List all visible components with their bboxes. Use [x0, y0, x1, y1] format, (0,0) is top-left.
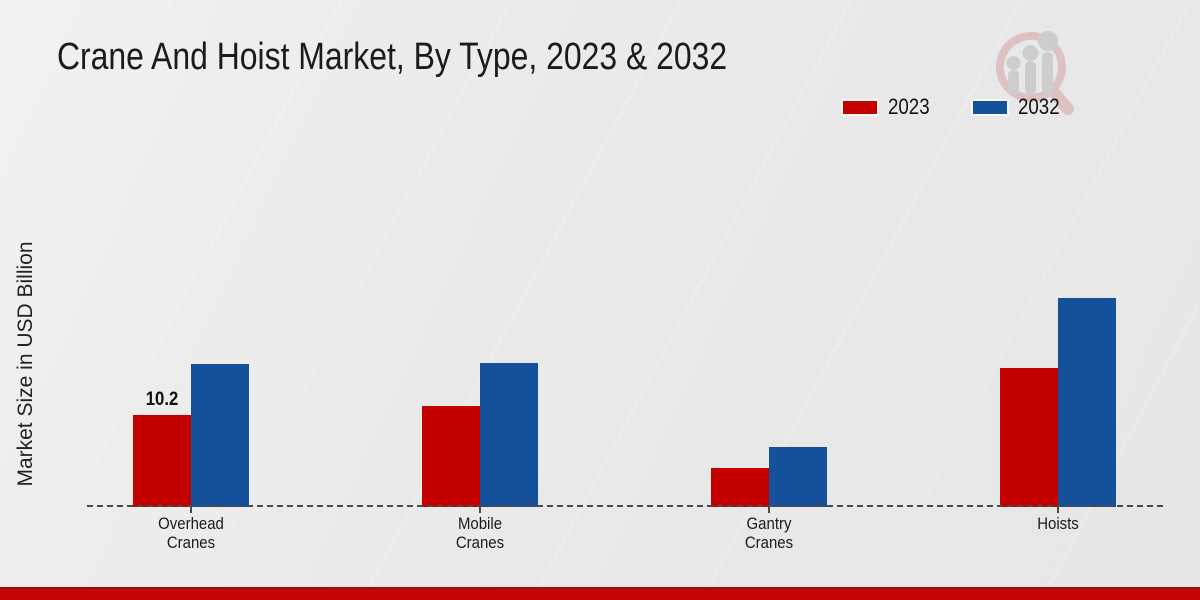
magnifier-ring: [996, 32, 1066, 102]
legend-swatch-2032: [972, 100, 1007, 114]
x-axis-baseline: [87, 505, 1163, 507]
legend: 2023 2032: [843, 94, 1067, 120]
logo-bar-small: [1008, 70, 1019, 95]
x-axis-tick: [190, 507, 192, 513]
bar-2032-mobile-cranes: [480, 363, 538, 507]
chart-title: Crane And Hoist Market, By Type, 2023 & …: [57, 36, 728, 78]
bar-value-label: 10.2: [145, 389, 179, 410]
x-axis-tick: [768, 507, 770, 513]
bar-2032-overhead-cranes: [191, 364, 249, 507]
logo-bar-large: [1042, 52, 1053, 95]
legend-item-2032: 2032: [972, 94, 1067, 120]
legend-swatch-2023: [843, 100, 877, 114]
x-axis-tick: [479, 507, 481, 513]
legend-label-2032: 2032: [1017, 94, 1060, 119]
logo-bar-medium: [1025, 61, 1036, 95]
bar-2032-gantry-cranes: [769, 447, 827, 507]
magnifier-handle: [1047, 85, 1074, 115]
x-axis-label-overhead-cranes: Overhead Cranes: [158, 514, 224, 552]
magnifier-bar-chart-logo-icon: [996, 31, 1074, 115]
x-axis-label-hoists: Hoists: [1037, 514, 1079, 533]
logo-dot-large: [1038, 31, 1058, 51]
legend-label-2023: 2023: [888, 94, 930, 119]
bar-2023-gantry-cranes: [711, 468, 769, 507]
bottom-red-bar: [0, 587, 1200, 600]
x-axis-label-gantry-cranes: Gantry Cranes: [744, 514, 794, 552]
bar-2023-hoists: [1000, 368, 1058, 507]
bar-2023-overhead-cranes: [133, 415, 191, 507]
legend-item-2023: 2023: [843, 94, 937, 120]
logo-dot-medium: [1022, 45, 1039, 61]
x-axis-tick: [1057, 507, 1059, 513]
bar-2023-mobile-cranes: [422, 406, 480, 507]
bar-2032-hoists: [1058, 298, 1116, 507]
logo-dot-small: [1006, 56, 1021, 70]
x-axis-label-mobile-cranes: Mobile Cranes: [455, 514, 505, 552]
